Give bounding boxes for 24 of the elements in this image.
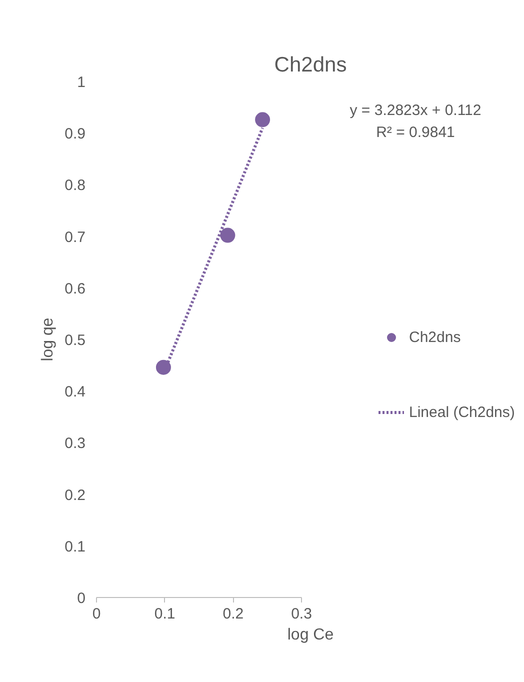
y-tick-label: 0.7 [64,228,86,246]
y-tick-label: 0.2 [64,486,86,504]
y-tick-label: 0.5 [64,332,86,349]
chart-title: Ch2dns [274,54,347,76]
y-tick-label: 0.9 [64,126,86,143]
x-tick-label: 0 [92,606,101,622]
point [220,228,236,243]
point [255,112,270,128]
y-tick-label: 0.4 [64,384,86,401]
legend-label: Ch2dns [409,328,461,346]
y-tick-label: 0.8 [64,177,86,194]
y-tick-label: 0 [77,590,86,607]
legend-label: Lineal (Ch2dns) [409,404,515,420]
y-tick-label: 0.1 [64,538,86,556]
y-tick-label: 0.6 [64,280,86,298]
y-tick-label: 1 [77,74,86,91]
text: y = 3.2823x + 0.112 [350,102,482,119]
x-tick-label: 0.3 [291,606,312,622]
x-axis-title: log Ce [287,626,334,644]
y-axis-title: log qe [40,318,57,362]
text: R² = 0.9841 [376,124,455,141]
x-tick-label: 0.1 [154,606,176,622]
x-tick-label: 0.2 [222,606,244,622]
y-tick-label: 0.3 [64,435,86,452]
